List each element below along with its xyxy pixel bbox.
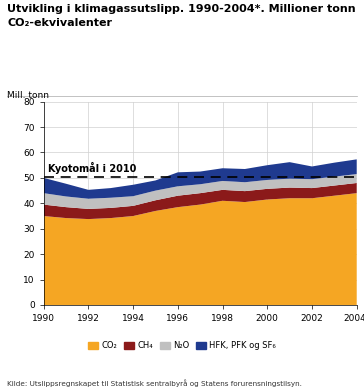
Text: Mill. tonn: Mill. tonn — [7, 91, 49, 100]
Legend: CO₂, CH₄, N₂O, HFK, PFK og SF₆: CO₂, CH₄, N₂O, HFK, PFK og SF₆ — [85, 338, 279, 353]
Text: CO₂-ekvivalenter: CO₂-ekvivalenter — [7, 18, 112, 28]
Text: Utvikling i klimagassutslipp. 1990-2004*. Millioner tonn: Utvikling i klimagassutslipp. 1990-2004*… — [7, 4, 356, 14]
Text: Kilde: Utslippsregnskapet til Statistisk sentralbyrå og Statens forurensningstil: Kilde: Utslippsregnskapet til Statistisk… — [7, 379, 302, 387]
Text: Kyotomål i 2010: Kyotomål i 2010 — [48, 162, 136, 174]
